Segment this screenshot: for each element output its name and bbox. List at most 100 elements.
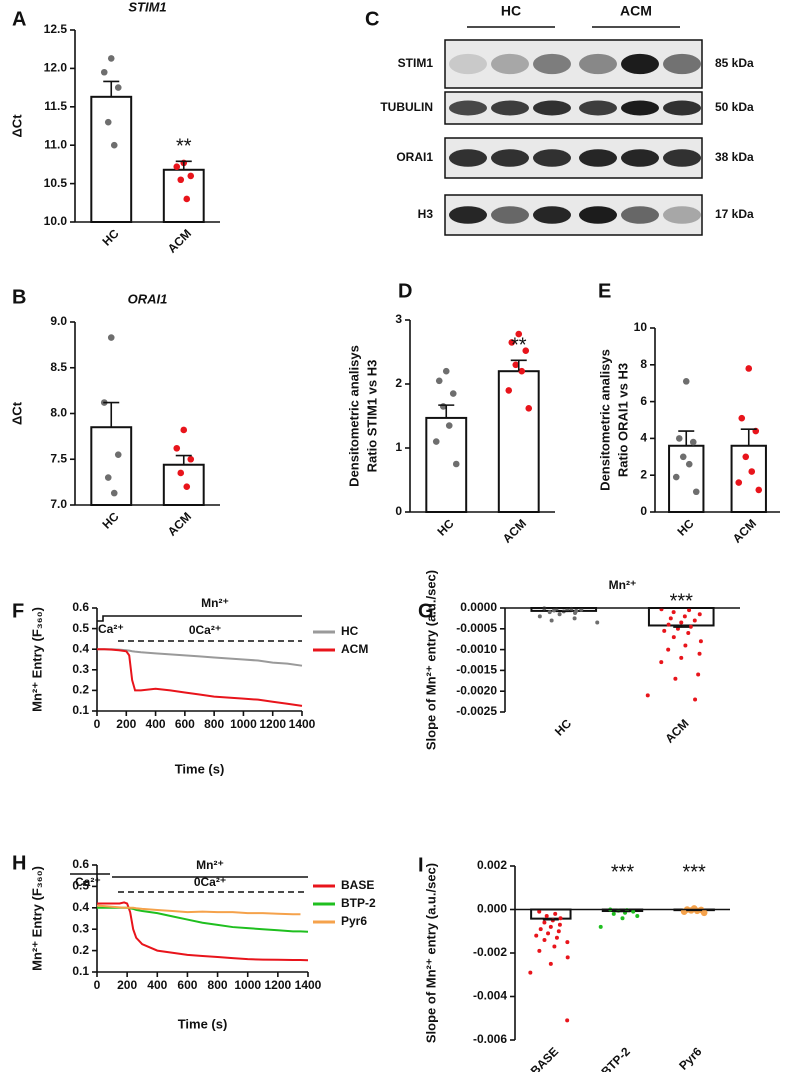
- data-point: [598, 924, 603, 929]
- data-point: [537, 614, 542, 619]
- legend-label: Pyr6: [341, 914, 367, 928]
- blot-frame: [444, 137, 703, 179]
- data-point: [522, 347, 530, 355]
- data-point: [110, 141, 118, 149]
- y-tick-label: 11.5: [44, 99, 67, 113]
- data-point: [515, 330, 523, 338]
- y-tick-label: 10.5: [44, 176, 68, 190]
- data-point: [107, 55, 115, 62]
- y-tick-label: 0.3: [72, 662, 89, 676]
- x-tick-label: BTP-2: [598, 1044, 633, 1072]
- data-point: [508, 339, 516, 346]
- y-tick-label: 0.1: [72, 703, 89, 717]
- data-point: [177, 469, 185, 477]
- data-point: [505, 387, 513, 394]
- y-tick-label: 0.4: [72, 900, 89, 914]
- bar: [162, 168, 205, 223]
- bar: [162, 463, 205, 506]
- data-point: [534, 933, 539, 938]
- data-point: [698, 639, 703, 644]
- blot-band: [579, 149, 617, 167]
- data-point: [173, 444, 181, 452]
- blot-band: [663, 206, 701, 224]
- y-tick-label: 7.0: [50, 497, 67, 511]
- data-point: [675, 435, 683, 442]
- x-tick-label: BASE: [528, 1044, 561, 1072]
- data-point: [180, 426, 188, 434]
- y-tick-label: -0.0025: [456, 704, 497, 718]
- blot-band: [579, 100, 617, 116]
- data-point: [668, 616, 673, 621]
- row-label: H3: [418, 207, 434, 221]
- y-tick-label: -0.004: [473, 989, 507, 1003]
- x-tick-label: 1200: [265, 978, 292, 992]
- data-point: [558, 916, 563, 921]
- data-point: [548, 961, 553, 966]
- blot-band: [621, 206, 659, 224]
- blot-band: [579, 53, 617, 75]
- y-tick-label: 12.0: [44, 61, 68, 75]
- panel-letter: D: [398, 280, 412, 302]
- blot-band: [449, 206, 487, 224]
- y-tick-label: 0.6: [72, 600, 89, 614]
- data-point: [544, 914, 549, 919]
- data-point: [662, 628, 667, 633]
- x-tick-label: Pyr6: [676, 1044, 705, 1072]
- panel-letter: F: [12, 600, 24, 622]
- y-tick-label: 0.6: [72, 857, 89, 871]
- x-tick-label: 400: [146, 717, 166, 731]
- data-point: [518, 367, 526, 375]
- y-tick-label: -0.002: [473, 945, 507, 959]
- data-point: [697, 651, 702, 656]
- data-point: [620, 916, 625, 921]
- y-tick-label: -0.0010: [456, 642, 497, 656]
- data-point: [688, 624, 693, 629]
- data-point: [183, 195, 191, 203]
- data-point: [631, 909, 636, 914]
- data-point: [659, 660, 664, 665]
- data-point: [183, 483, 191, 491]
- bar: [497, 370, 540, 514]
- data-point: [666, 647, 671, 652]
- data-point: [556, 929, 561, 934]
- x-tick-label: 1200: [259, 717, 286, 731]
- data-point: [435, 377, 443, 385]
- significance: **: [511, 335, 527, 357]
- blot-band: [621, 100, 659, 116]
- x-tick-label: 800: [204, 717, 224, 731]
- data-point: [104, 474, 112, 481]
- x-axis-label: Time (s): [178, 1016, 228, 1031]
- x-tick-label: 600: [177, 978, 197, 992]
- blot-band: [449, 149, 487, 167]
- x-tick-label: 0: [94, 717, 101, 731]
- y-tick-label: 2: [640, 467, 647, 481]
- y-tick-label: -0.0015: [456, 663, 497, 677]
- x-tick-label: 1400: [289, 717, 316, 731]
- y-tick-label: 0: [395, 504, 402, 518]
- data-point: [611, 911, 616, 916]
- blot-band: [621, 149, 659, 167]
- data-point: [697, 612, 702, 617]
- row-label: TUBULIN: [380, 100, 433, 114]
- y-tick-label: 10: [634, 320, 648, 334]
- data-point: [549, 618, 554, 623]
- x-tick-label: 200: [116, 717, 136, 731]
- data-point: [672, 473, 680, 481]
- size-label: 50 kDa: [715, 100, 754, 114]
- blot-band: [663, 53, 701, 75]
- y-tick-label: 12.5: [44, 22, 68, 36]
- legend-label: HC: [341, 624, 359, 638]
- y-tick-label: 0: [640, 504, 647, 518]
- bar: [530, 908, 572, 920]
- data-point: [449, 390, 457, 397]
- y-tick-label: 8.0: [50, 406, 67, 420]
- data-point: [686, 630, 691, 635]
- data-point: [100, 68, 108, 76]
- y-axis-label: Mn²⁺ Entry (F₃₆₀): [29, 866, 44, 971]
- data-point: [671, 635, 676, 640]
- blot-band: [621, 53, 659, 75]
- data-point: [538, 927, 543, 932]
- data-point: [107, 334, 115, 341]
- y-tick-label: 0.3: [72, 921, 89, 935]
